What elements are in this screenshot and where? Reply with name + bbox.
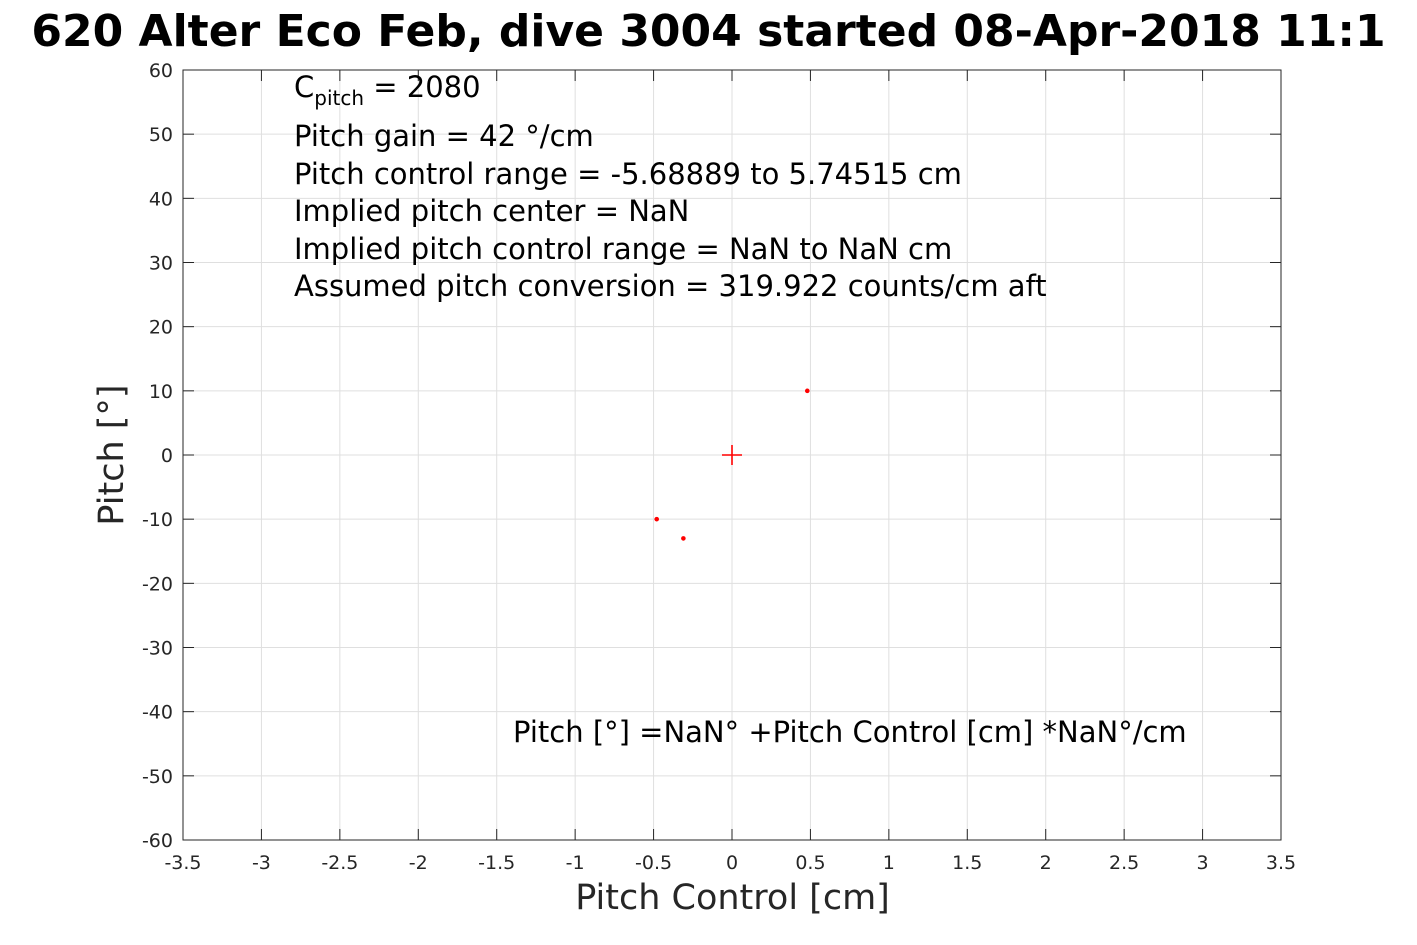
x-tick-label: 0.5	[795, 852, 825, 874]
control-range-annotation: Pitch control range = -5.68889 to 5.7451…	[294, 157, 962, 191]
y-tick-label: -40	[142, 702, 173, 724]
data-point	[654, 516, 660, 522]
x-tick-label: 3.5	[1266, 852, 1296, 874]
y-axis-label: Pitch [°]	[92, 384, 132, 526]
x-tick-label: -1.5	[478, 852, 515, 874]
x-tick-label: 3	[1197, 852, 1209, 874]
x-tick-label: 0	[726, 852, 738, 874]
y-tick-label: -60	[142, 830, 173, 852]
x-tick-label: -3.5	[164, 852, 201, 874]
data-point	[804, 388, 810, 394]
axis-ticks	[182, 69, 1282, 841]
c-pitch-subscript: pitch	[314, 86, 365, 110]
y-tick-label: 20	[149, 317, 173, 339]
grid-lines	[182, 69, 1282, 841]
x-tick-label: 1.5	[952, 852, 982, 874]
y-tick-label: 40	[149, 188, 173, 210]
y-tick-label: -50	[142, 766, 173, 788]
chart-title: 620 Alter Eco Feb, dive 3004 started 08-…	[31, 6, 1386, 57]
data-point	[681, 536, 686, 541]
y-tick-label: 30	[149, 253, 173, 275]
x-tick-label: -3	[252, 852, 271, 874]
center-plus-marker	[722, 445, 742, 465]
c-pitch-value: = 2080	[364, 70, 481, 104]
y-tick-label: 60	[149, 60, 173, 82]
y-tick-label: 50	[149, 124, 173, 146]
x-tick-label: -1	[566, 852, 585, 874]
conversion-annotation: Assumed pitch conversion = 319.922 count…	[294, 269, 1047, 303]
x-tick-label: -0.5	[635, 852, 672, 874]
pitch-gain-annotation: Pitch gain = 42 °/cm	[294, 119, 594, 153]
y-tick-label: -20	[142, 573, 173, 595]
y-tick-label: 10	[149, 381, 173, 403]
implied-center-annotation: Implied pitch center = NaN	[294, 194, 690, 228]
x-tick-label: 1	[883, 852, 895, 874]
x-tick-label: -2.5	[321, 852, 358, 874]
fit-equation-annotation: Pitch [°] =NaN° +Pitch Control [cm] *NaN…	[513, 715, 1187, 749]
data-points	[654, 388, 810, 541]
implied-range-annotation: Implied pitch control range = NaN to NaN…	[294, 232, 953, 266]
c-pitch-annotation: Cpitch = 2080	[294, 69, 481, 108]
x-tick-labels: -3.5 -3 -2.5 -2 -1.5 -1 -0.5 0 0.5 1 1.5 2 2.5 3 3.5	[164, 852, 1296, 874]
y-tick-label: -30	[142, 638, 173, 660]
x-axis-label: Pitch Control [cm]	[575, 878, 890, 918]
x-tick-label: 2.5	[1109, 852, 1139, 874]
c-pitch-symbol: C	[294, 70, 315, 104]
x-tick-label: -2	[409, 852, 428, 874]
y-tick-label: -10	[142, 509, 173, 531]
y-tick-label: 0	[161, 445, 173, 467]
x-tick-label: 2	[1040, 852, 1052, 874]
y-tick-labels: -60 -50 -40 -30 -20 -10 0 10 20 30 40 50 60	[142, 60, 173, 852]
